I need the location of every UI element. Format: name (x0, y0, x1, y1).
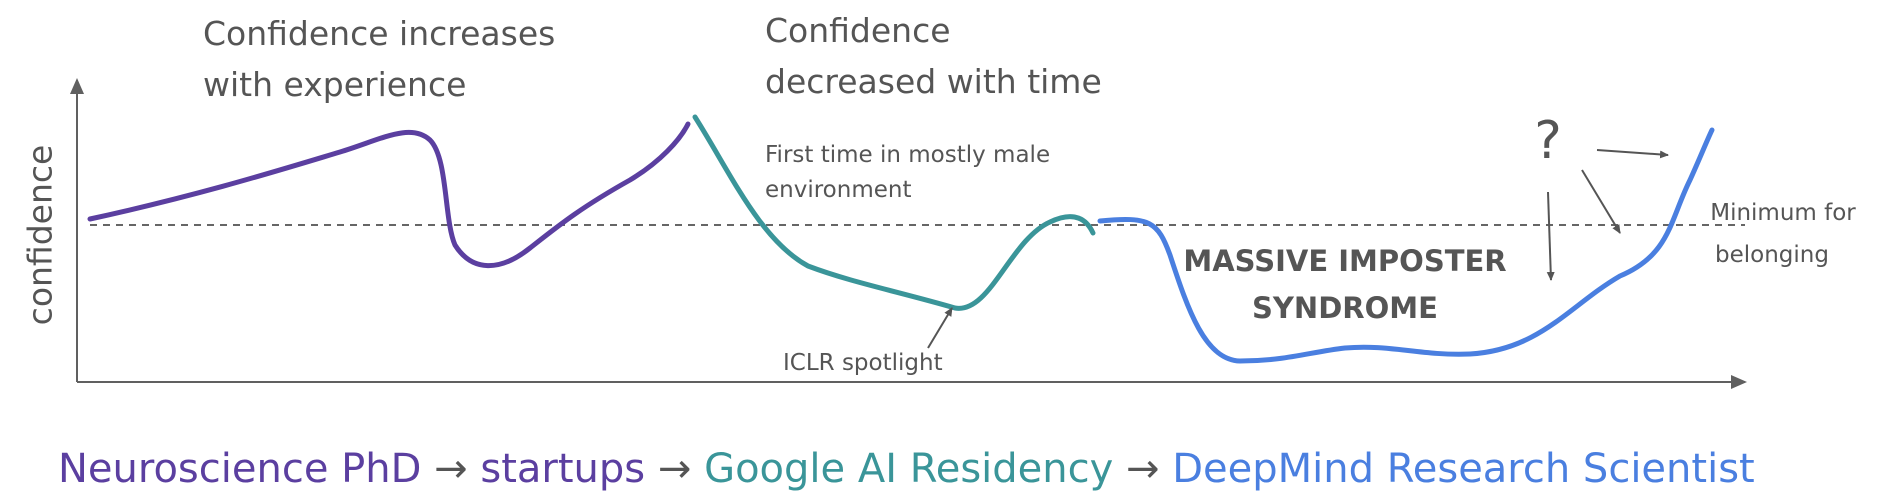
deepmind-confidence-curve (1097, 127, 1715, 364)
confidence-increases-line2: with experience (203, 65, 466, 104)
iclr-arrow (927, 307, 953, 349)
timeline-arrow-3: → (1126, 446, 1160, 492)
timeline-arrow-1: → (434, 446, 468, 492)
imposter-line2: SYNDROME (1252, 291, 1438, 325)
question-mark: ? (1534, 111, 1562, 171)
first-time-line2: environment (765, 177, 911, 203)
residency-confidence-curve (692, 114, 1096, 311)
timeline-deepmind: DeepMind Research Scientist (1172, 446, 1755, 492)
timeline-phd: Neuroscience PhD (58, 446, 422, 492)
confidence-decreased-line1: Confidence (765, 11, 951, 50)
y-axis-label: confidence (21, 145, 60, 326)
first-time-line1: First time in mostly male (765, 142, 1050, 168)
question-arrow-down (1546, 191, 1555, 281)
iclr-spotlight-label: ICLR spotlight (783, 350, 943, 376)
timeline-startups: startups (480, 446, 646, 492)
imposter-line1: MASSIVE IMPOSTER (1183, 244, 1506, 278)
minimum-belonging-line1: Minimum for (1710, 200, 1856, 226)
minimum-belonging-line2: belonging (1715, 242, 1829, 268)
phd-confidence-curve (87, 121, 691, 269)
question-arrow-right (1596, 149, 1669, 159)
timeline-residency: Google AI Residency (704, 446, 1114, 492)
confidence-decreased-line2: decreased with time (765, 62, 1102, 101)
question-arrow-diagonal (1581, 169, 1621, 234)
timeline-arrow-2: → (657, 446, 692, 492)
career-timeline: Neuroscience PhD → startups → Google AI … (58, 446, 1755, 492)
confidence-increases-line1: Confidence increases (203, 14, 555, 53)
